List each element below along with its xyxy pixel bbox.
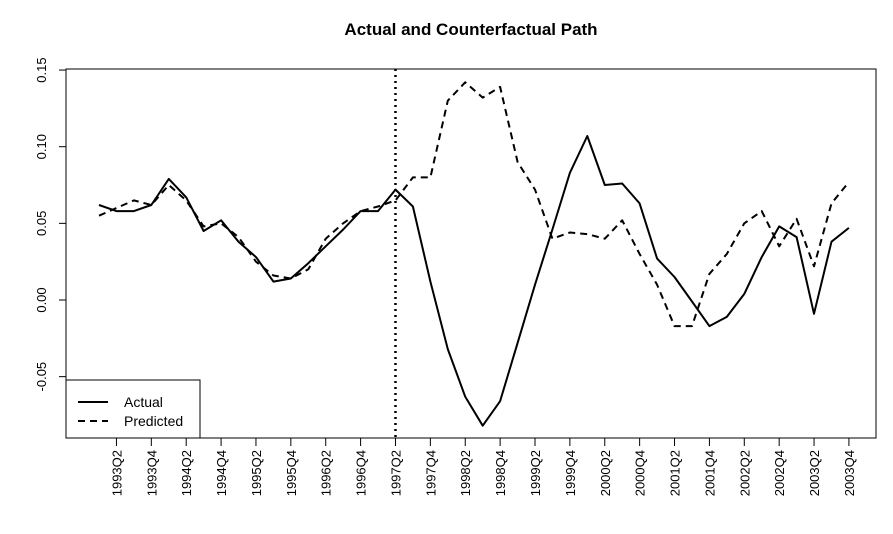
x-tick-label: 1993Q4: [144, 450, 159, 496]
series-layer: [98, 69, 850, 438]
x-tick-label: 1996Q4: [354, 450, 369, 496]
x-tick-label: 2002Q4: [772, 450, 787, 496]
legend: Actual Predicted: [65, 379, 201, 439]
x-tick-label: 2001Q4: [702, 450, 717, 496]
x-tick-label: 1995Q4: [284, 450, 299, 496]
x-axis: 1993Q2 1993Q4 1994Q2 1994Q4 1995Q2 1995Q4 1996…: [109, 437, 857, 496]
legend-box: [65, 379, 201, 439]
x-tick-label: 1994Q2: [179, 450, 194, 496]
x-tick-label: 1999Q2: [528, 450, 543, 496]
x-tick-label: 1996Q2: [319, 450, 334, 496]
x-tick-label: 1995Q2: [249, 450, 264, 496]
series-actual-line: [98, 135, 850, 427]
y-tick-label: 0.00: [34, 287, 49, 312]
x-tick-label: 1999Q4: [563, 450, 578, 496]
x-tick-label: 2000Q4: [633, 450, 648, 496]
x-tick-label: 2003Q2: [807, 450, 822, 496]
x-tick-label: 1998Q4: [493, 450, 508, 496]
x-tick-label: 2001Q2: [668, 450, 683, 496]
y-tick-label: 0.05: [34, 211, 49, 236]
series-predicted-line: [98, 81, 850, 328]
x-tick-label: 2000Q2: [598, 450, 613, 496]
y-tick-label: 0.10: [34, 134, 49, 159]
y-tick-label: -0.05: [34, 362, 49, 392]
x-tick-label: 2002Q2: [737, 450, 752, 496]
x-tick-label: 1993Q2: [109, 450, 124, 496]
legend-actual-label: Actual: [124, 394, 163, 410]
x-tick-label: 1998Q2: [458, 450, 473, 496]
legend-predicted-label: Predicted: [124, 413, 183, 429]
x-tick-label: 1994Q4: [214, 450, 229, 496]
x-tick-label: 1997Q4: [423, 450, 438, 496]
chart-title: Actual and Counterfactual Path: [344, 20, 597, 39]
x-tick-label: 1997Q2: [388, 450, 403, 496]
x-tick-label: 2003Q4: [842, 450, 857, 496]
y-axis: -0.05 0.00 0.05 0.10 0.15: [34, 57, 67, 392]
y-tick-label: 0.15: [34, 57, 49, 82]
